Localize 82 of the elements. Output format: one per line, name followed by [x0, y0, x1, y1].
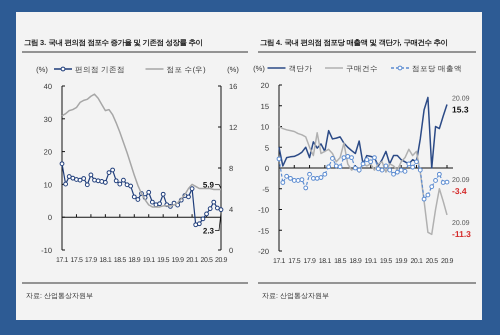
point — [146, 190, 152, 195]
point — [394, 170, 400, 175]
point — [380, 168, 384, 172]
point — [128, 184, 134, 188]
point — [440, 180, 446, 185]
point — [310, 176, 316, 181]
point — [81, 176, 86, 181]
point — [276, 156, 282, 162]
point — [99, 179, 104, 184]
point — [436, 172, 442, 177]
point — [70, 176, 76, 181]
point — [280, 180, 286, 185]
point — [117, 182, 122, 186]
point — [186, 194, 191, 200]
point — [300, 177, 304, 182]
point — [307, 172, 312, 177]
point — [284, 174, 290, 179]
point — [410, 164, 416, 170]
point — [135, 197, 140, 202]
point — [292, 178, 297, 183]
point — [387, 168, 392, 172]
line-series — [278, 126, 448, 236]
point — [364, 157, 370, 162]
point — [368, 159, 374, 164]
point — [132, 194, 137, 200]
point — [88, 172, 94, 178]
point — [398, 168, 404, 172]
annotation: 5.9 — [202, 180, 215, 190]
point — [326, 164, 332, 170]
point — [318, 175, 324, 180]
point — [376, 166, 381, 172]
point — [314, 176, 320, 181]
point — [356, 168, 362, 172]
point — [418, 168, 423, 172]
point — [190, 186, 194, 192]
point — [391, 172, 396, 177]
point — [214, 206, 220, 210]
point — [372, 155, 377, 160]
point — [345, 154, 350, 159]
point — [444, 180, 450, 185]
point — [110, 168, 115, 172]
point — [124, 182, 130, 188]
point — [211, 200, 216, 205]
point — [114, 178, 119, 184]
annotation: 15.3 — [452, 104, 469, 115]
point — [208, 206, 213, 212]
annotation: -11.3 — [452, 228, 472, 239]
point — [406, 161, 412, 166]
point — [426, 192, 430, 198]
point — [157, 201, 162, 206]
point — [296, 178, 300, 183]
point — [429, 184, 434, 190]
point — [342, 155, 346, 160]
point — [78, 178, 82, 183]
point — [74, 177, 79, 182]
point — [121, 178, 126, 183]
point — [303, 186, 308, 190]
point — [60, 161, 64, 166]
point — [196, 221, 202, 226]
point — [160, 192, 166, 197]
point — [63, 182, 68, 186]
point — [322, 172, 328, 177]
point — [288, 176, 293, 181]
line-series — [61, 93, 222, 208]
point — [218, 207, 224, 212]
point — [414, 159, 419, 164]
point — [200, 216, 206, 222]
point — [402, 168, 408, 174]
point — [84, 182, 90, 188]
point — [102, 180, 108, 185]
point — [92, 178, 97, 183]
point — [349, 155, 354, 160]
point — [150, 200, 155, 205]
annotation: -3.4 — [452, 186, 467, 196]
point — [360, 161, 366, 166]
annotation: 2.3 — [202, 226, 215, 236]
point — [422, 196, 426, 202]
point — [433, 178, 438, 183]
point — [66, 174, 72, 179]
point — [330, 156, 335, 161]
point — [106, 170, 112, 175]
point — [334, 164, 339, 168]
